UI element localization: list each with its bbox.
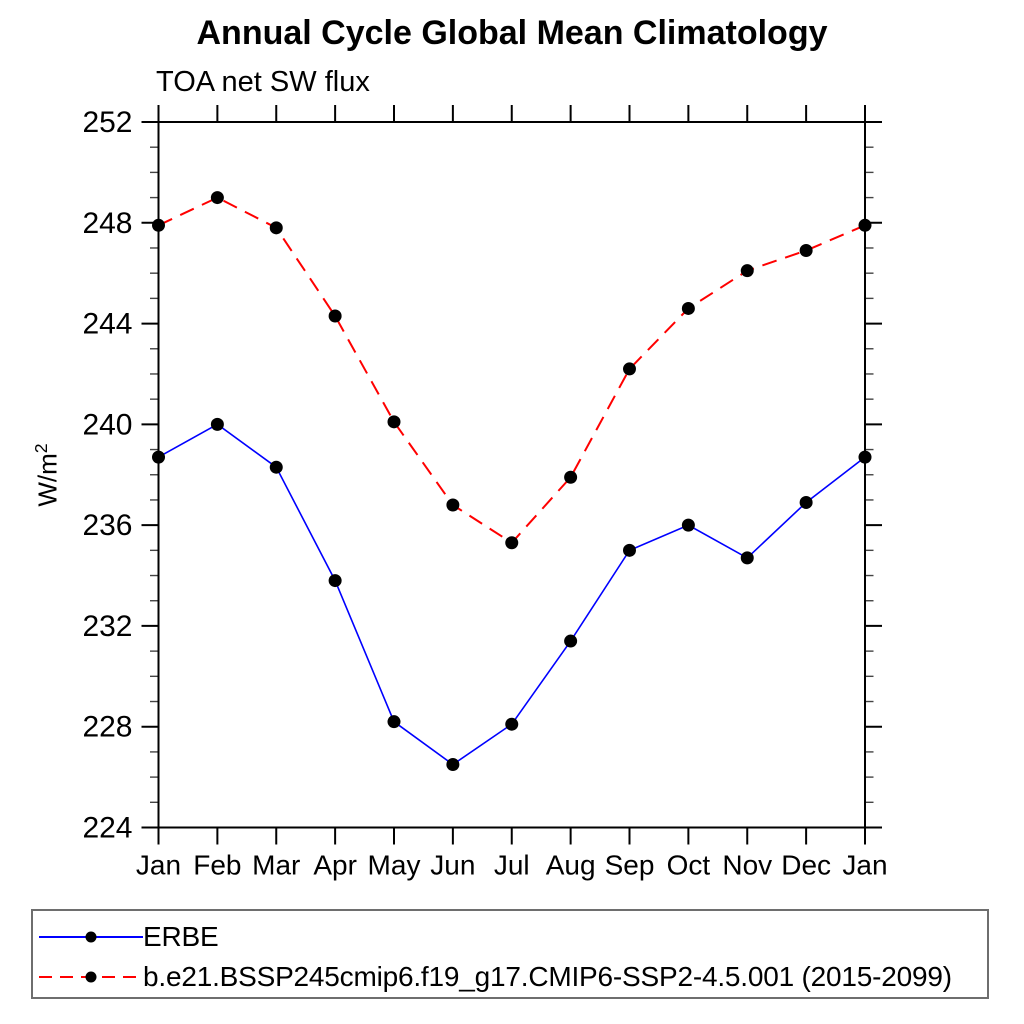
x-tick-label: Apr bbox=[313, 850, 357, 881]
x-tick-label: Dec bbox=[781, 850, 831, 881]
legend-label-erbe: ERBE bbox=[143, 921, 219, 952]
legend-sample-solid-line-icon bbox=[39, 931, 143, 943]
x-tick-label: Oct bbox=[667, 850, 711, 881]
x-tick-label: Jul bbox=[494, 850, 530, 881]
x-tick-label: Feb bbox=[193, 850, 241, 881]
data-point bbox=[740, 551, 754, 565]
data-point bbox=[328, 309, 342, 323]
series-line-0 bbox=[158, 423, 866, 766]
x-tick-label: Aug bbox=[546, 850, 596, 881]
data-point bbox=[505, 717, 519, 731]
data-point bbox=[387, 715, 401, 729]
legend: ERBE b.e21.BSSP245cmip6.f19_g17.CMIP6-SS… bbox=[31, 909, 989, 999]
data-point bbox=[858, 218, 872, 232]
y-tick-label: 244 bbox=[82, 308, 132, 341]
legend-label-model: b.e21.BSSP245cmip6.f19_g17.CMIP6-SSP2-4.… bbox=[143, 961, 952, 992]
data-point bbox=[505, 536, 519, 550]
y-tick-label: 228 bbox=[82, 711, 132, 744]
data-point bbox=[152, 218, 165, 232]
y-tick-label: 232 bbox=[82, 610, 132, 643]
x-tick-label: Jan bbox=[842, 850, 887, 881]
data-point bbox=[446, 498, 460, 512]
data-point bbox=[681, 301, 695, 315]
y-tick-label: 236 bbox=[82, 509, 132, 542]
data-point bbox=[740, 264, 754, 278]
plot-frame bbox=[157, 121, 866, 829]
data-point bbox=[210, 191, 224, 205]
x-tick-label: Nov bbox=[722, 850, 772, 881]
x-tick-label: May bbox=[368, 850, 421, 881]
y-tick-label: 240 bbox=[82, 408, 132, 441]
data-point bbox=[152, 450, 165, 464]
chart-title: Annual Cycle Global Mean Climatology bbox=[196, 14, 828, 52]
x-tick-label: Jan bbox=[136, 850, 181, 881]
y-tick-label: 224 bbox=[82, 812, 132, 845]
data-point bbox=[858, 450, 872, 464]
data-point bbox=[210, 417, 224, 431]
series-line-1 bbox=[158, 196, 866, 545]
data-point bbox=[387, 415, 401, 429]
legend-sample-dashed-line-icon bbox=[39, 971, 143, 983]
data-point bbox=[799, 244, 813, 258]
data-point bbox=[623, 543, 636, 557]
data-point bbox=[799, 495, 813, 509]
y-tick-label: 252 bbox=[82, 106, 132, 139]
data-point bbox=[446, 758, 460, 772]
data-point bbox=[623, 362, 636, 376]
data-point bbox=[564, 470, 578, 484]
data-point bbox=[269, 221, 283, 235]
x-tick-label: Mar bbox=[252, 850, 300, 881]
x-tick-label: Jun bbox=[430, 850, 475, 881]
chart-subtitle: TOA net SW flux bbox=[156, 66, 370, 98]
data-point bbox=[269, 460, 283, 474]
data-point bbox=[564, 634, 578, 648]
x-tick-label: Sep bbox=[605, 850, 655, 881]
data-point bbox=[328, 574, 342, 588]
data-point bbox=[681, 518, 695, 532]
y-tick-label: 248 bbox=[82, 207, 132, 240]
